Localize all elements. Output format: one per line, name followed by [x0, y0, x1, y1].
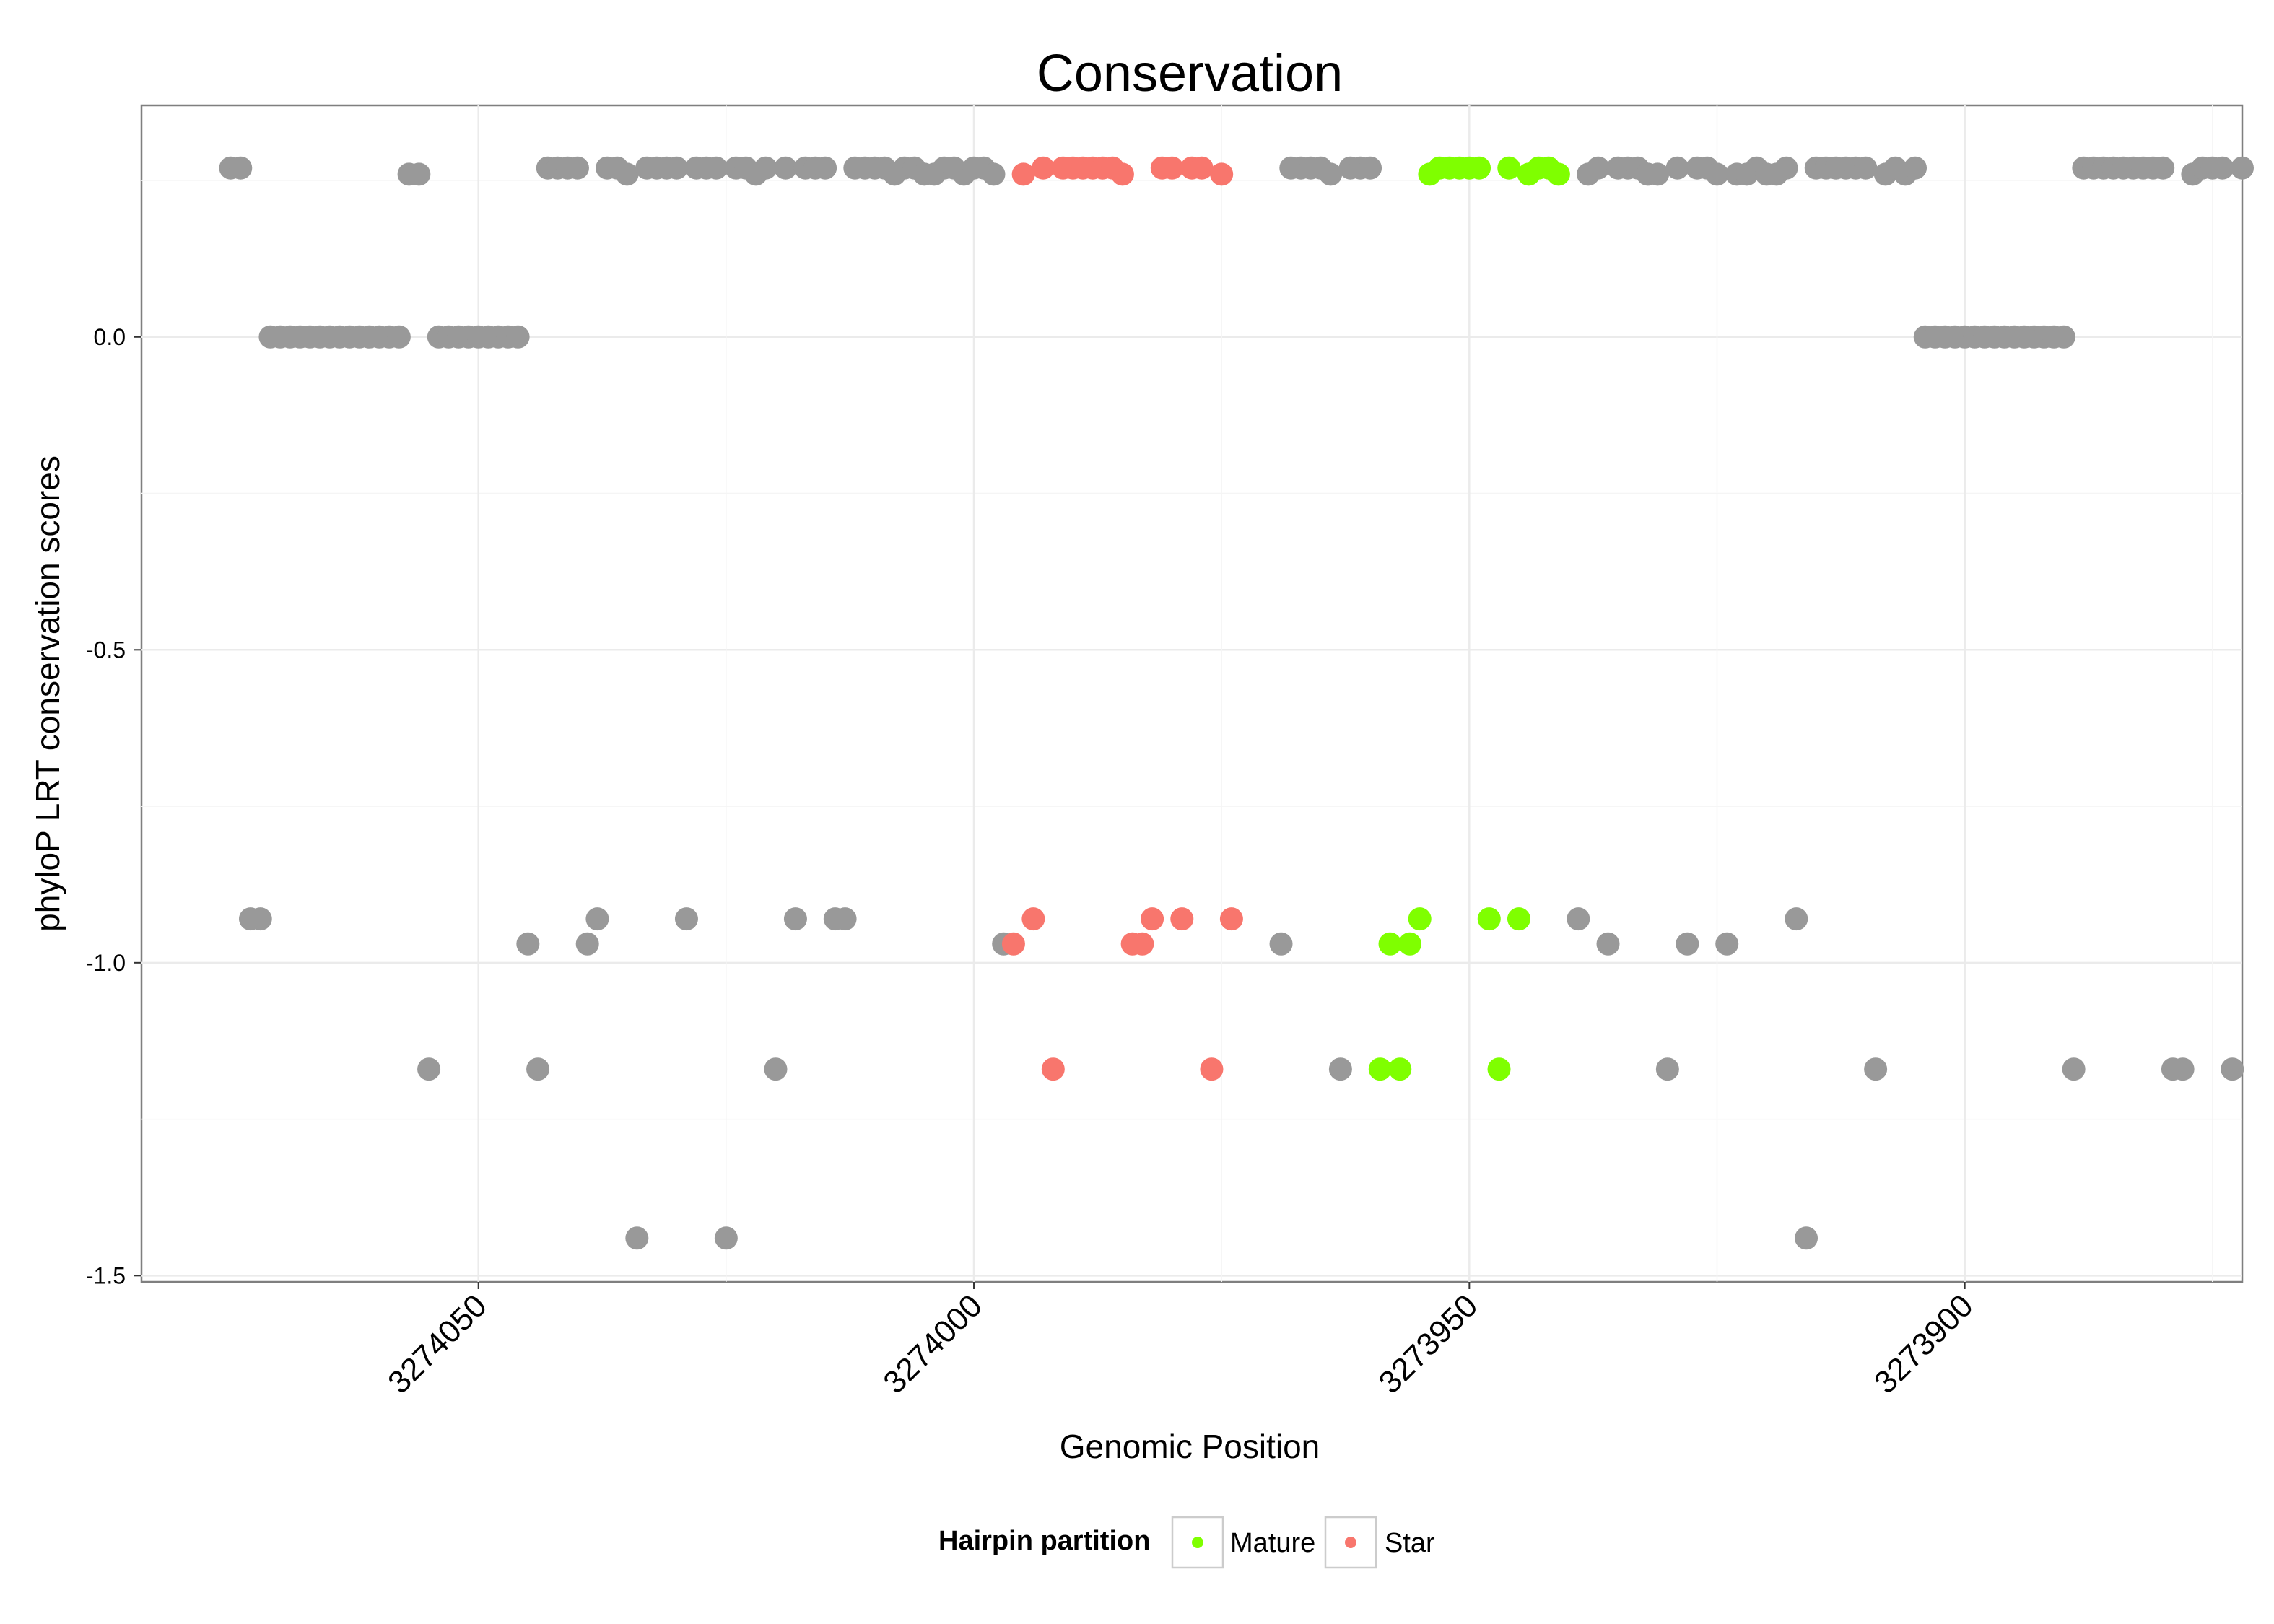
point-mature: [1408, 907, 1432, 931]
point-mature: [1487, 1057, 1511, 1081]
point-other: [1596, 932, 1620, 956]
point-star: [1141, 907, 1164, 931]
point-star: [1041, 1057, 1065, 1081]
point-other: [387, 325, 411, 349]
legend-label-mature: Mature: [1230, 1528, 1315, 1558]
point-other: [2062, 1057, 2086, 1081]
y-tick-label: -0.5: [86, 637, 126, 663]
data-points: [219, 156, 2254, 1250]
legend-marker-star: [1345, 1537, 1356, 1548]
point-other: [1774, 156, 1798, 180]
point-other: [1785, 907, 1808, 931]
point-other: [1646, 162, 1670, 186]
point-star: [1110, 162, 1134, 186]
point-other: [248, 907, 272, 931]
point-star: [1021, 907, 1045, 931]
point-mature: [1368, 1057, 1392, 1081]
y-tick-label: 0.0: [94, 324, 126, 350]
point-other: [1795, 1226, 1818, 1250]
point-other: [1904, 156, 1927, 180]
point-other: [665, 156, 689, 180]
point-other: [2171, 1057, 2195, 1081]
point-star: [1001, 932, 1025, 956]
x-tick-label: 3274050: [381, 1288, 494, 1400]
point-other: [833, 907, 857, 931]
point-other: [1359, 156, 1382, 180]
point-other: [585, 907, 609, 931]
point-star: [1170, 907, 1194, 931]
point-mature: [1507, 907, 1530, 931]
point-mature: [1497, 156, 1521, 180]
legend-marker-mature: [1192, 1537, 1203, 1548]
point-other: [2151, 156, 2175, 180]
x-tick-label: 3273900: [1868, 1288, 1980, 1400]
y-tick-label: -1.0: [86, 950, 126, 976]
gridlines: [141, 105, 2242, 1282]
point-other: [229, 156, 253, 180]
point-star: [1011, 162, 1035, 186]
point-other: [1586, 156, 1610, 180]
point-other: [1319, 162, 1343, 186]
point-star: [1160, 156, 1184, 180]
point-star: [1210, 162, 1234, 186]
point-star: [1190, 156, 1214, 180]
y-axis-title: phyloP LRT conservation scores: [29, 455, 66, 932]
point-other: [783, 907, 807, 931]
y-tick-label: -1.5: [86, 1262, 126, 1288]
point-other: [1676, 932, 1699, 956]
point-other: [575, 932, 599, 956]
x-tick-label: 3273950: [1372, 1288, 1485, 1400]
point-other: [565, 156, 589, 180]
point-mature: [1468, 156, 1491, 180]
point-mature: [1388, 1057, 1412, 1081]
point-other: [982, 162, 1006, 186]
legend-label-star: Star: [1385, 1528, 1435, 1558]
point-other: [1854, 156, 1878, 180]
point-other: [516, 932, 540, 956]
point-other: [714, 1226, 738, 1250]
point-other: [2221, 1057, 2244, 1081]
legend: Hairpin partition Mature Star: [938, 1516, 1435, 1569]
point-other: [407, 162, 431, 186]
point-other: [1567, 907, 1590, 931]
point-other: [754, 156, 777, 180]
point-other: [1864, 1057, 1888, 1081]
point-other: [506, 325, 530, 349]
point-other: [526, 1057, 550, 1081]
x-axis-title: Genomic Position: [1060, 1428, 1320, 1465]
point-other: [2231, 156, 2254, 180]
point-other: [674, 907, 698, 931]
x-tick-label: 3274000: [876, 1288, 989, 1400]
point-mature: [1398, 932, 1421, 956]
point-other: [1328, 1057, 1352, 1081]
point-other: [1665, 156, 1689, 180]
point-other: [625, 1226, 649, 1250]
point-mature: [1477, 907, 1501, 931]
point-star: [1219, 907, 1243, 931]
legend-title: Hairpin partition: [938, 1526, 1150, 1556]
chart-title: Conservation: [1037, 45, 1343, 102]
point-other: [2210, 156, 2234, 180]
point-other: [615, 162, 639, 186]
plot-panel: [140, 104, 2244, 1283]
point-other: [705, 156, 728, 180]
point-star: [1200, 1057, 1224, 1081]
point-star: [1131, 932, 1154, 956]
point-other: [764, 1057, 788, 1081]
point-other: [417, 1057, 441, 1081]
point-other: [1715, 932, 1739, 956]
point-other: [2052, 325, 2075, 349]
point-mature: [1546, 162, 1570, 186]
point-other: [814, 156, 837, 180]
point-other: [1655, 1057, 1679, 1081]
point-other: [1705, 162, 1729, 186]
point-star: [1032, 156, 1055, 180]
point-other: [1269, 932, 1293, 956]
point-mature: [1378, 932, 1402, 956]
point-other: [774, 156, 798, 180]
